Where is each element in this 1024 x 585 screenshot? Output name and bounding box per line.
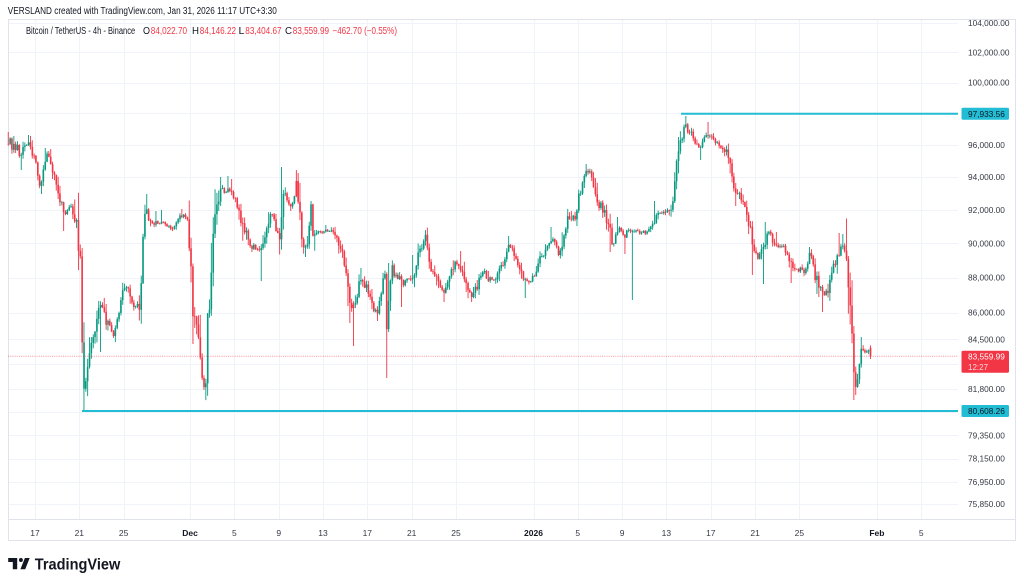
svg-text:5: 5 xyxy=(575,528,580,538)
svg-text:5: 5 xyxy=(232,528,237,538)
svg-text:VERSLAND created with TradingV: VERSLAND created with TradingView.com, J… xyxy=(8,6,277,17)
svg-text:83,559.99: 83,559.99 xyxy=(293,26,329,37)
svg-text:84,022.70: 84,022.70 xyxy=(151,26,188,37)
svg-text:96,000.00: 96,000.00 xyxy=(968,140,1005,150)
svg-text:80,608.26: 80,608.26 xyxy=(968,406,1005,416)
svg-text:9: 9 xyxy=(276,528,281,538)
svg-text:17: 17 xyxy=(363,528,373,538)
svg-text:21: 21 xyxy=(407,528,417,538)
svg-text:21: 21 xyxy=(75,528,85,538)
svg-text:100,000.00: 100,000.00 xyxy=(968,78,1010,88)
svg-text:83,404.67: 83,404.67 xyxy=(245,26,281,37)
svg-text:25: 25 xyxy=(451,528,461,538)
svg-text:81,800.00: 81,800.00 xyxy=(968,384,1005,394)
svg-text:−462.70 (−0.55%): −462.70 (−0.55%) xyxy=(333,26,398,37)
svg-text:78,150.00: 78,150.00 xyxy=(968,454,1005,464)
svg-text:Bitcoin / TetherUS - 4h - Bina: Bitcoin / TetherUS - 4h - Binance xyxy=(26,26,136,37)
svg-text:C: C xyxy=(285,26,292,37)
svg-text:25: 25 xyxy=(795,528,805,538)
svg-text:83,559.99: 83,559.99 xyxy=(968,351,1005,361)
svg-text:86,000.00: 86,000.00 xyxy=(968,308,1005,318)
svg-text:79,350.00: 79,350.00 xyxy=(968,430,1005,440)
svg-text:102,000.00: 102,000.00 xyxy=(968,48,1010,58)
svg-text:76,950.00: 76,950.00 xyxy=(968,477,1005,487)
svg-text:13: 13 xyxy=(318,528,328,538)
svg-text:94,000.00: 94,000.00 xyxy=(968,172,1005,182)
svg-text:75,850.00: 75,850.00 xyxy=(968,499,1005,509)
svg-text:17: 17 xyxy=(706,528,716,538)
svg-text:104,000.00: 104,000.00 xyxy=(968,18,1010,28)
svg-text:17: 17 xyxy=(30,528,40,538)
svg-text:25: 25 xyxy=(119,528,129,538)
svg-text:5: 5 xyxy=(919,528,924,538)
svg-text:84,500.00: 84,500.00 xyxy=(968,335,1005,345)
svg-text:9: 9 xyxy=(620,528,625,538)
svg-text:O: O xyxy=(143,26,150,37)
svg-text:97,933.56: 97,933.56 xyxy=(968,109,1005,119)
svg-text:13: 13 xyxy=(662,528,672,538)
svg-text:2026: 2026 xyxy=(524,528,543,538)
svg-text:TradingView: TradingView xyxy=(35,556,121,573)
svg-text:90,000.00: 90,000.00 xyxy=(968,238,1005,248)
svg-text:L: L xyxy=(239,26,246,37)
svg-text:12:27: 12:27 xyxy=(968,363,989,372)
svg-text:Feb: Feb xyxy=(869,528,884,538)
svg-text:84,146.22: 84,146.22 xyxy=(200,26,236,37)
svg-text:Dec: Dec xyxy=(182,528,198,538)
svg-text:92,000.00: 92,000.00 xyxy=(968,205,1005,215)
svg-text:88,000.00: 88,000.00 xyxy=(968,273,1005,283)
svg-text:21: 21 xyxy=(750,528,760,538)
svg-text:H: H xyxy=(192,26,199,37)
